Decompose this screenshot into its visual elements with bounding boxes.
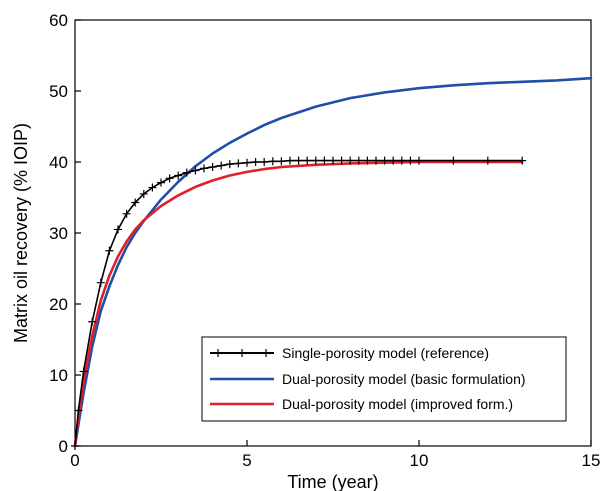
data-point-single-porosity xyxy=(105,246,114,255)
series-line-dual-porosity-basic xyxy=(73,76,593,448)
data-point-single-porosity xyxy=(234,159,243,168)
data-point-single-porosity xyxy=(363,156,372,165)
legend-markers xyxy=(214,349,270,357)
data-point-single-porosity xyxy=(114,225,122,234)
legend-label-dual-porosity-basic: Dual-porosity model (basic formulation) xyxy=(282,371,526,387)
data-point-single-porosity xyxy=(243,158,251,167)
data-point-single-porosity xyxy=(122,209,131,218)
x-tick-label: 10 xyxy=(410,451,429,470)
data-point-single-porosity xyxy=(88,317,97,326)
data-point-single-porosity xyxy=(96,278,105,287)
data-point-single-porosity xyxy=(294,156,303,165)
data-point-single-porosity xyxy=(415,156,423,165)
data-point-single-porosity xyxy=(139,189,148,198)
data-point-single-porosity xyxy=(346,156,355,165)
x-tick-label: 5 xyxy=(242,451,251,470)
data-point-single-porosity xyxy=(191,166,200,175)
legend-marker-plus xyxy=(262,349,270,357)
data-point-single-porosity xyxy=(71,442,79,450)
data-point-single-porosity xyxy=(518,156,527,165)
data-point-single-porosity xyxy=(251,158,260,166)
data-point-single-porosity xyxy=(74,406,83,415)
series-layer xyxy=(71,76,593,450)
legend-label-single-porosity: Single-porosity model (reference) xyxy=(282,345,489,361)
y-tick-label: 10 xyxy=(49,366,68,385)
y-tick-label: 60 xyxy=(49,11,68,30)
data-point-single-porosity xyxy=(165,174,174,183)
legend-marker-plus xyxy=(238,349,246,357)
data-point-single-porosity xyxy=(406,156,415,165)
legend-marker-plus xyxy=(214,349,222,357)
data-point-single-porosity xyxy=(286,156,294,165)
data-point-single-porosity xyxy=(131,198,140,207)
data-point-single-porosity xyxy=(79,367,88,376)
x-tick-label: 15 xyxy=(582,451,601,470)
data-point-single-porosity xyxy=(311,156,320,165)
data-point-single-porosity xyxy=(277,157,286,166)
data-point-single-porosity xyxy=(303,156,312,165)
data-point-single-porosity xyxy=(157,178,165,187)
data-point-single-porosity xyxy=(449,156,458,165)
data-point-single-porosity xyxy=(260,158,269,166)
data-point-single-porosity xyxy=(320,156,329,165)
y-tick-label: 40 xyxy=(49,153,68,172)
y-tick-label: 0 xyxy=(59,437,68,456)
data-point-single-porosity xyxy=(397,156,406,165)
data-point-single-porosity xyxy=(174,171,183,180)
data-point-single-porosity xyxy=(208,162,217,171)
legend-label-dual-porosity-improved: Dual-porosity model (improved form.) xyxy=(282,396,513,412)
data-point-single-porosity xyxy=(268,157,277,166)
data-point-single-porosity xyxy=(148,183,157,192)
data-point-single-porosity xyxy=(182,168,191,177)
data-point-single-porosity xyxy=(329,156,337,165)
data-point-single-porosity xyxy=(337,156,346,165)
data-point-single-porosity xyxy=(380,156,389,165)
data-point-single-porosity xyxy=(217,161,226,170)
y-tick-label: 50 xyxy=(49,82,68,101)
data-point-single-porosity xyxy=(225,160,234,169)
x-tick-label: 0 xyxy=(70,451,79,470)
data-point-single-porosity xyxy=(200,164,208,173)
y-tick-label: 30 xyxy=(49,224,68,243)
y-axis-title: Matrix oil recovery (% IOIP) xyxy=(11,123,31,343)
y-tick-label: 20 xyxy=(49,295,68,314)
data-point-single-porosity xyxy=(483,156,492,165)
data-point-single-porosity xyxy=(354,156,363,165)
legend: Single-porosity model (reference) Dual-p… xyxy=(201,336,567,422)
data-point-single-porosity xyxy=(389,156,398,165)
data-point-single-porosity xyxy=(372,156,380,165)
x-axis-title: Time (year) xyxy=(287,472,378,491)
